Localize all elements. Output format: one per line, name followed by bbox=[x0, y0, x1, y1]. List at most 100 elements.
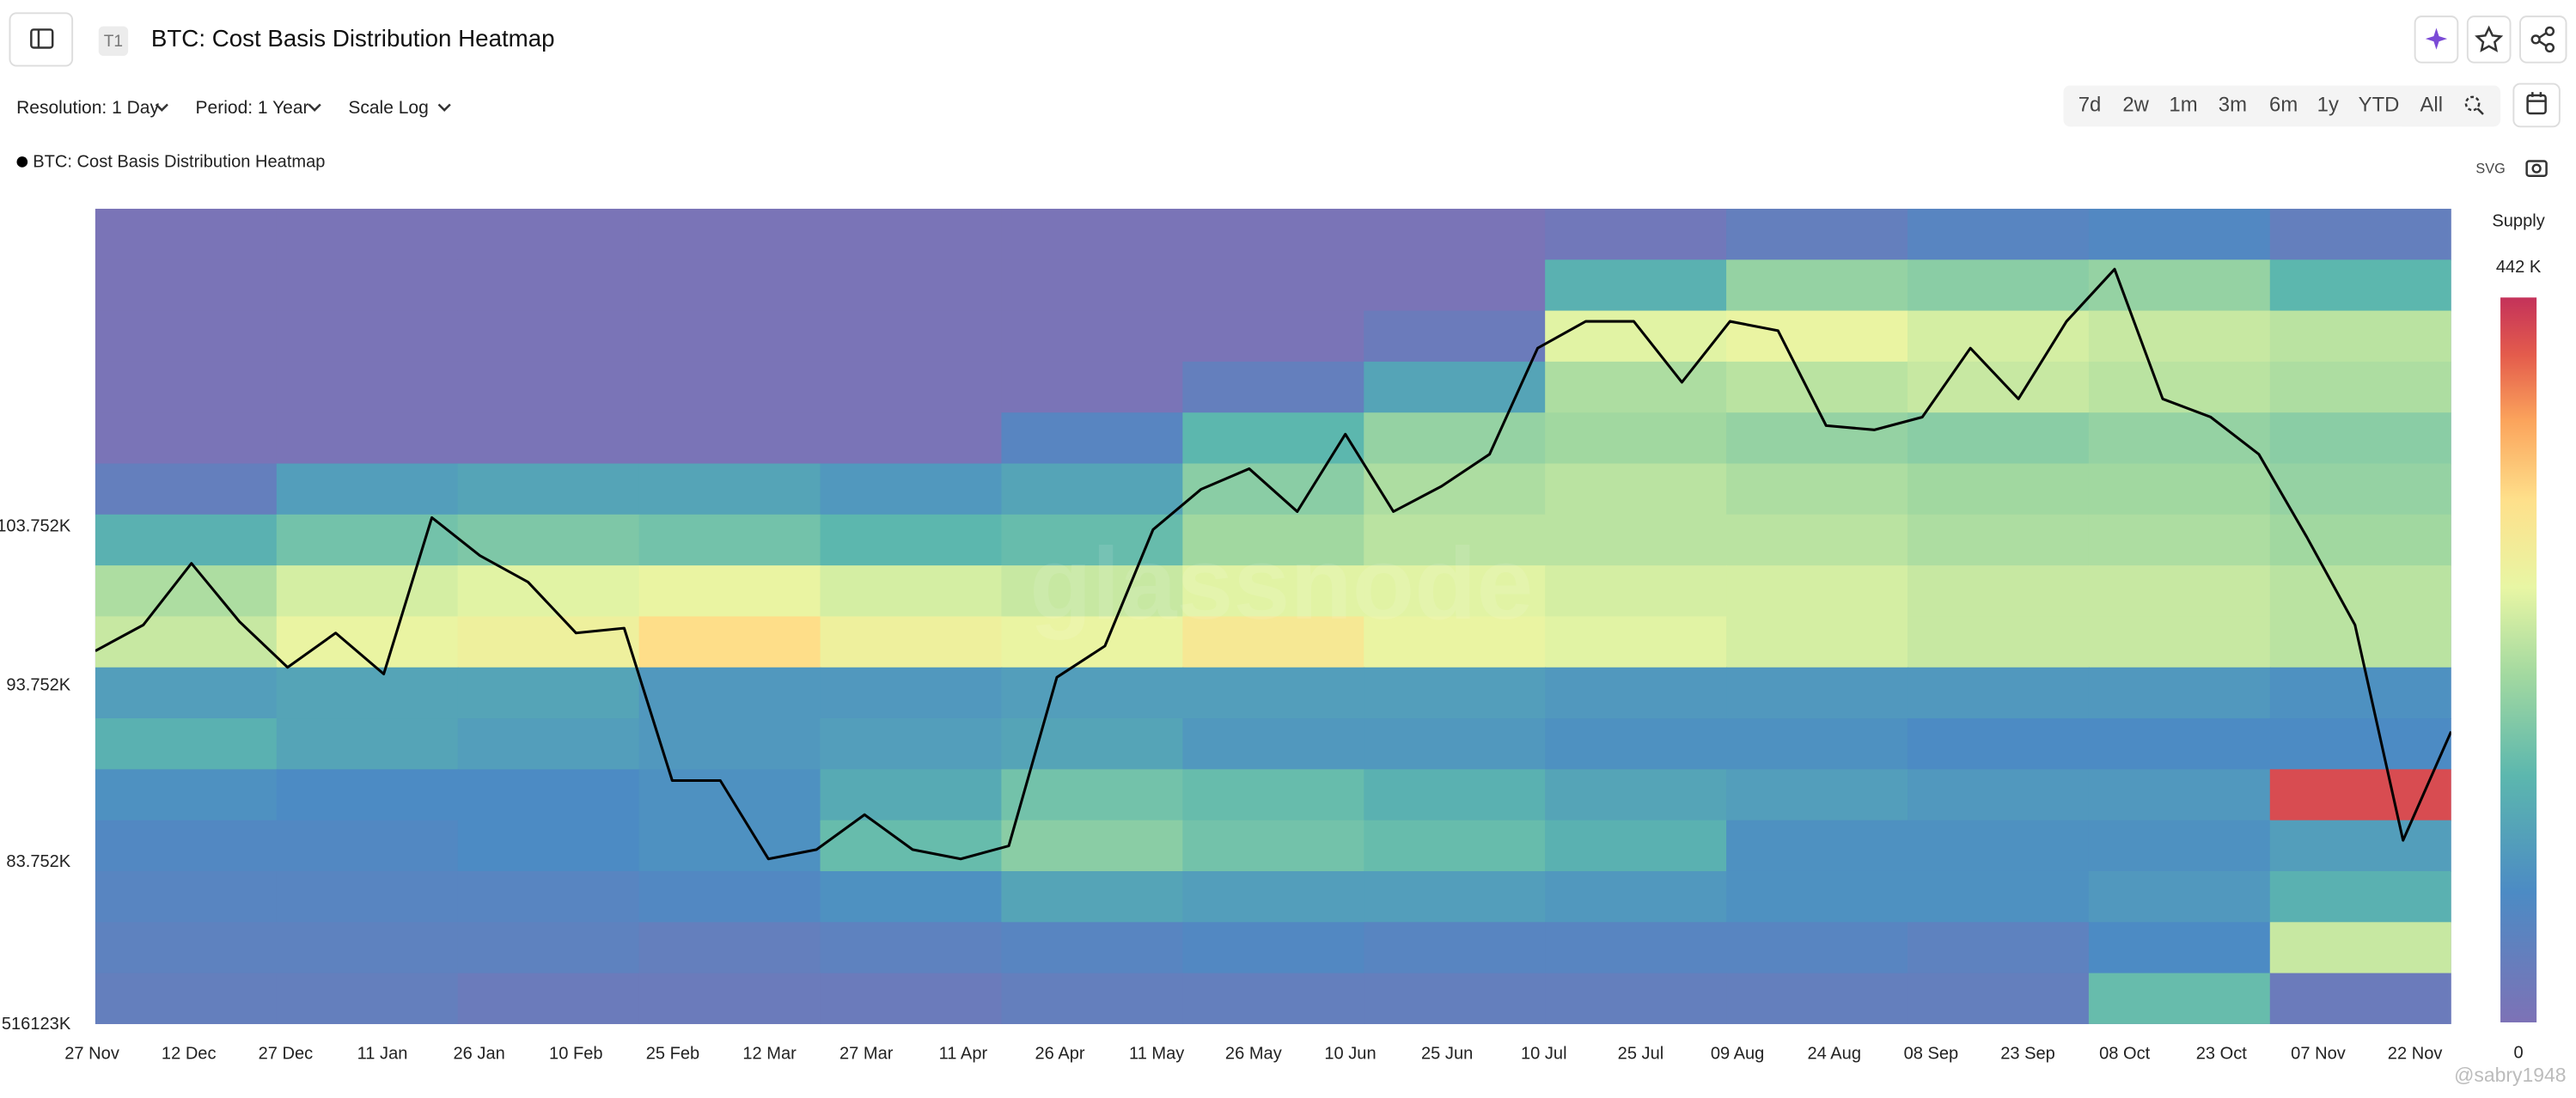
scale-dropdown[interactable]: Scale Log bbox=[348, 98, 451, 118]
heat-cell bbox=[638, 565, 821, 618]
heat-cell bbox=[1726, 514, 1908, 567]
sidebar-toggle[interactable] bbox=[9, 12, 74, 67]
heat-cell bbox=[820, 259, 1003, 312]
heat-cell bbox=[1726, 667, 1908, 720]
zoom-button[interactable] bbox=[2464, 95, 2484, 115]
heat-cell bbox=[1726, 616, 1908, 668]
range-button[interactable]: 2w bbox=[2122, 94, 2149, 117]
heat-cell bbox=[1364, 718, 1547, 771]
heat-cell bbox=[1726, 412, 1908, 465]
heat-cell bbox=[638, 361, 821, 414]
heat-cell bbox=[1726, 820, 1908, 872]
period-dropdown[interactable]: Period: 1 Year bbox=[196, 98, 321, 118]
heat-cell bbox=[638, 922, 821, 974]
heat-cell bbox=[1364, 361, 1547, 414]
heat-cell bbox=[1907, 514, 2090, 567]
y-tick-label: 83.752K bbox=[6, 852, 70, 871]
heat-cell bbox=[1364, 463, 1547, 515]
heat-cell bbox=[276, 922, 459, 974]
heat-cell bbox=[457, 514, 640, 567]
heat-cell bbox=[457, 769, 640, 821]
heat-cell bbox=[457, 667, 640, 720]
heat-cell bbox=[95, 361, 278, 414]
control-label: Resolution: 1 Day bbox=[16, 98, 159, 118]
heat-cell bbox=[1001, 463, 1184, 515]
heat-cell bbox=[95, 463, 278, 515]
x-tick-label: 10 Feb bbox=[549, 1045, 602, 1064]
legend-entry: BTC: Cost Basis Distribution Heatmap bbox=[33, 153, 325, 172]
range-button[interactable]: 1y bbox=[2317, 94, 2339, 117]
heat-cell bbox=[457, 259, 640, 312]
heat-cell bbox=[2269, 718, 2451, 771]
x-tick-label: 25 Feb bbox=[646, 1045, 699, 1064]
heat-cell bbox=[457, 616, 640, 668]
calendar-button[interactable] bbox=[2512, 82, 2561, 128]
heat-cell bbox=[820, 616, 1003, 668]
heat-cell bbox=[2269, 667, 2451, 720]
share-button[interactable] bbox=[2519, 15, 2567, 64]
heat-cell bbox=[820, 667, 1003, 720]
heat-cell bbox=[457, 208, 640, 261]
y-tick-label: 103.752K bbox=[0, 516, 71, 535]
x-tick-label: 09 Aug bbox=[1711, 1045, 1765, 1064]
y-tick-label: 93.752K bbox=[6, 675, 70, 694]
heat-cell bbox=[2088, 616, 2271, 668]
y-tick-label: 75.516123K bbox=[0, 1015, 71, 1034]
heat-cell bbox=[2269, 208, 2451, 261]
heat-cell bbox=[1545, 667, 1728, 720]
heat-cell bbox=[2088, 412, 2271, 465]
heat-cell bbox=[1907, 870, 2090, 924]
x-tick-label: 11 May bbox=[1129, 1045, 1184, 1064]
x-tick-label: 27 Dec bbox=[259, 1045, 314, 1064]
heat-cell bbox=[2088, 973, 2271, 1024]
heat-cell bbox=[276, 667, 459, 720]
heat-cell bbox=[1907, 463, 2090, 515]
ai-button[interactable] bbox=[2414, 15, 2459, 64]
x-tick-label: 27 Nov bbox=[64, 1045, 119, 1064]
range-button[interactable]: 1m bbox=[2169, 94, 2197, 117]
heat-cell bbox=[1907, 361, 2090, 414]
heat-cell bbox=[276, 565, 459, 618]
heat-cell bbox=[820, 769, 1003, 821]
heat-cell bbox=[1726, 973, 1908, 1024]
heat-cell bbox=[638, 667, 821, 720]
resolution-dropdown[interactable]: Resolution: 1 Day bbox=[16, 98, 168, 118]
range-button[interactable]: 3m bbox=[2219, 94, 2247, 117]
heat-cell bbox=[457, 820, 640, 872]
heat-cell bbox=[1001, 820, 1184, 872]
heat-cell bbox=[1001, 922, 1184, 974]
heat-cell bbox=[2088, 208, 2271, 261]
range-button[interactable]: YTD bbox=[2359, 94, 2400, 117]
page-title: BTC: Cost Basis Distribution Heatmap bbox=[151, 25, 555, 52]
heat-cell bbox=[2269, 922, 2451, 974]
heat-cell bbox=[1001, 361, 1184, 414]
heat-cell bbox=[1545, 718, 1728, 771]
heat-cell bbox=[95, 820, 278, 872]
heat-cell bbox=[1364, 565, 1547, 618]
heat-cell bbox=[1726, 565, 1908, 618]
heat-cell bbox=[1726, 259, 1908, 312]
heat-cell bbox=[638, 259, 821, 312]
heat-cell bbox=[1907, 616, 2090, 668]
heat-cell bbox=[95, 412, 278, 465]
heat-cell bbox=[1364, 973, 1547, 1024]
heat-cell bbox=[457, 870, 640, 924]
heat-cell bbox=[2269, 310, 2451, 363]
heat-cell bbox=[2088, 870, 2271, 924]
colorbar-tick-label: 0 bbox=[2513, 1044, 2523, 1063]
favorite-button[interactable] bbox=[2466, 15, 2512, 64]
screenshot-button[interactable] bbox=[2525, 160, 2548, 177]
heat-cell bbox=[95, 870, 278, 924]
heat-cell bbox=[1545, 259, 1728, 312]
heat-cell bbox=[638, 616, 821, 668]
heat-cell bbox=[1364, 820, 1547, 872]
range-button[interactable]: 7d bbox=[2079, 94, 2102, 117]
heat-cell bbox=[457, 565, 640, 618]
heat-cell bbox=[1364, 259, 1547, 312]
range-button[interactable]: 6m bbox=[2269, 94, 2298, 117]
x-tick-label: 11 Apr bbox=[939, 1045, 988, 1064]
export-svg[interactable]: SVG bbox=[2475, 161, 2505, 176]
heat-cell bbox=[2269, 616, 2451, 668]
range-button[interactable]: All bbox=[2420, 94, 2443, 117]
